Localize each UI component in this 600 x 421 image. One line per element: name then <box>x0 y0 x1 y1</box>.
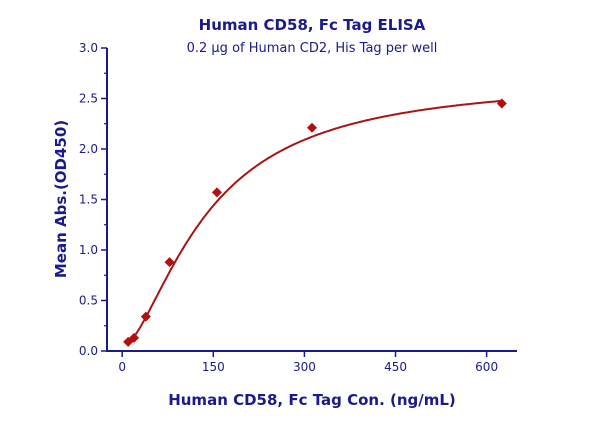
x-tick-label: 450 <box>384 360 407 374</box>
fit-curve <box>127 99 502 345</box>
data-point <box>211 187 222 198</box>
data-point <box>496 98 507 109</box>
chart-title: Human CD58, Fc Tag ELISA <box>199 16 426 34</box>
y-tick-label: 2.0 <box>79 142 98 156</box>
x-axis-label: Human CD58, Fc Tag Con. (ng/mL) <box>168 391 456 409</box>
data-point <box>307 122 317 133</box>
y-tick-label: 3.0 <box>79 41 98 55</box>
y-tick-label: 0.0 <box>79 344 98 358</box>
y-tick-label: 0.5 <box>79 294 98 308</box>
data-point <box>129 332 140 343</box>
y-tick-label: 2.5 <box>79 92 98 106</box>
chart-subtitle: 0.2 µg of Human CD2, His Tag per well <box>187 41 438 56</box>
data-point <box>164 257 175 268</box>
x-tick-label: 0 <box>118 360 126 374</box>
fit-curve-group <box>127 99 502 345</box>
data-points <box>123 98 507 347</box>
x-tick-label: 600 <box>475 360 498 374</box>
y-tick-label: 1.0 <box>79 243 98 257</box>
axes: 0.0 0.5 1.0 1.5 2.0 2.5 3.0 0 150 300 450 600 <box>79 41 517 374</box>
y-tick-label: 1.5 <box>79 193 98 207</box>
data-point <box>140 311 151 322</box>
y-axis-label: Mean Abs.(OD450) <box>52 120 70 278</box>
x-tick-label: 300 <box>293 360 316 374</box>
x-tick-label: 150 <box>202 360 225 374</box>
